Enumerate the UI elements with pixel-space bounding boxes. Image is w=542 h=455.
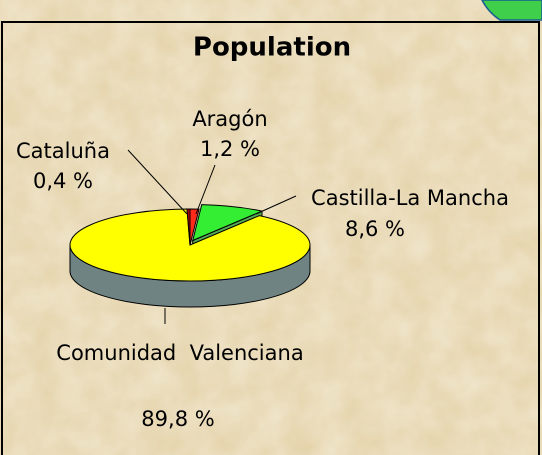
- slice-label: Comunidad Valenciana: [56, 341, 303, 365]
- slice-label: Castilla-La Mancha: [311, 186, 509, 210]
- slice-label: Cataluña: [16, 139, 110, 163]
- chart-title: Population: [193, 33, 351, 63]
- value-label: 1,2 %: [200, 137, 260, 161]
- map-corner: [481, 0, 542, 21]
- value-label: 0,4 %: [33, 169, 93, 193]
- leader-line: [127, 149, 188, 215]
- leader-line: [195, 164, 216, 215]
- leader-lines: [127, 149, 297, 324]
- pie-slice: [186, 208, 191, 246]
- frame: [1, 21, 540, 455]
- slice-label: Aragón: [192, 107, 267, 131]
- leader-line: [255, 195, 297, 215]
- value-label: 8,6 %: [345, 217, 405, 241]
- value-label: 89,8 %: [141, 407, 214, 431]
